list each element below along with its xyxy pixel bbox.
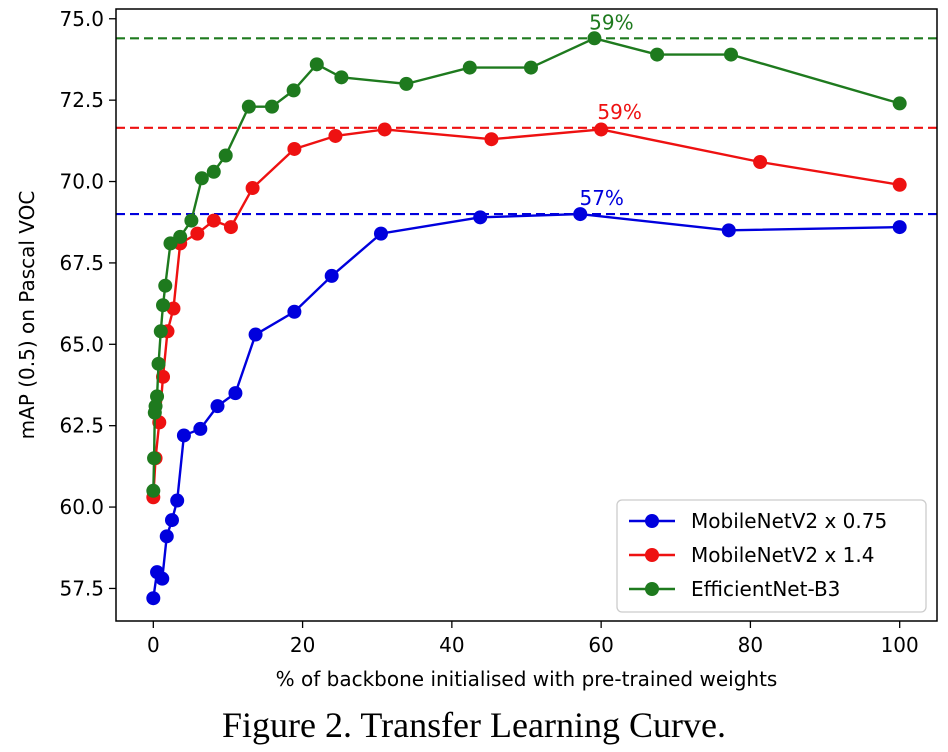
legend-entry-2: MobileNetV2 x 1.4 xyxy=(629,543,874,567)
data-point xyxy=(587,31,602,46)
best-value-annotation: 57% xyxy=(579,186,623,210)
y-tick-label: 72.5 xyxy=(59,88,104,112)
data-point xyxy=(573,207,588,222)
data-point xyxy=(223,220,238,235)
data-point xyxy=(892,220,907,235)
data-point xyxy=(155,571,170,586)
legend-label: EfficientNet-B3 xyxy=(691,577,840,601)
data-point xyxy=(150,389,165,404)
series-1: 57% xyxy=(116,186,937,606)
y-tick-label: 70.0 xyxy=(59,170,104,194)
transfer-learning-chart: 57% 59% 59% 0 20 40 60 80 100 57.5 60.0 62.5 65.0 67… xyxy=(15,7,938,691)
legend-entry-1: MobileNetV2 x 0.75 xyxy=(629,509,887,533)
x-tick-label: 100 xyxy=(881,633,919,657)
series-layer: 57% 59% 59% xyxy=(116,10,937,606)
data-point xyxy=(892,96,907,111)
data-point xyxy=(473,210,488,225)
data-point xyxy=(892,177,907,192)
legend-marker xyxy=(645,548,659,562)
data-point xyxy=(594,122,609,137)
axes-layer: 0 20 40 60 80 100 57.5 60.0 62.5 65.0 67.5 70.0 72.5… xyxy=(59,7,918,657)
data-point xyxy=(146,591,161,606)
data-point xyxy=(245,181,260,196)
data-point xyxy=(146,483,161,498)
series-line xyxy=(152,212,900,599)
x-tick-label: 40 xyxy=(439,633,464,657)
y-tick-label: 67.5 xyxy=(59,251,104,275)
data-point xyxy=(399,76,414,91)
data-point xyxy=(156,298,171,313)
data-point xyxy=(158,278,173,293)
data-point xyxy=(206,213,221,228)
data-point xyxy=(523,60,538,75)
series-line xyxy=(152,128,900,498)
series-3: 59% xyxy=(116,10,937,498)
x-tick-label: 60 xyxy=(588,633,613,657)
data-point xyxy=(328,128,343,143)
data-point xyxy=(287,141,302,156)
data-point xyxy=(484,132,499,147)
data-point xyxy=(721,223,736,238)
data-point xyxy=(324,268,339,283)
data-point xyxy=(173,229,188,244)
data-point xyxy=(377,122,392,137)
x-axis-label: % of backbone initialised with pre-train… xyxy=(276,667,778,691)
data-point xyxy=(147,451,162,466)
data-point xyxy=(151,356,166,371)
data-point xyxy=(153,324,168,339)
y-tick-label: 60.0 xyxy=(59,495,104,519)
data-point xyxy=(286,83,301,98)
data-point xyxy=(753,155,768,169)
data-point xyxy=(164,513,179,528)
data-point xyxy=(194,171,209,186)
data-point xyxy=(264,99,279,114)
best-value-annotation: 59% xyxy=(597,100,641,124)
series-2: 59% xyxy=(116,100,937,505)
y-axis-label: mAP (0.5) on Pascal VOC xyxy=(15,191,39,440)
data-point xyxy=(190,226,205,241)
best-value-annotation: 59% xyxy=(589,10,633,34)
legend: MobileNetV2 x 0.75 MobileNetV2 x 1.4 Effic… xyxy=(616,499,927,613)
legend-label: MobileNetV2 x 0.75 xyxy=(691,509,887,533)
data-point xyxy=(159,529,174,544)
data-point xyxy=(724,47,739,62)
x-tick-label: 80 xyxy=(738,633,763,657)
legend-marker xyxy=(645,582,659,596)
y-tick-label: 65.0 xyxy=(59,332,104,356)
y-tick-label: 57.5 xyxy=(59,576,104,600)
data-point xyxy=(650,47,665,62)
data-point xyxy=(309,57,324,72)
x-tick-label: 20 xyxy=(290,633,315,657)
legend-box xyxy=(616,499,927,613)
data-point xyxy=(334,70,349,85)
data-point xyxy=(241,99,256,114)
data-point xyxy=(218,148,233,163)
data-point xyxy=(184,213,199,228)
data-point xyxy=(228,386,243,401)
x-tick-label: 0 xyxy=(147,633,160,657)
legend-entry-3: EfficientNet-B3 xyxy=(629,577,840,601)
data-point xyxy=(170,493,185,508)
y-tick-label: 62.5 xyxy=(59,414,104,438)
data-point xyxy=(206,164,221,179)
data-point xyxy=(248,327,263,342)
figure-caption: Figure 2. Transfer Learning Curve. xyxy=(222,705,726,745)
legend-label: MobileNetV2 x 1.4 xyxy=(691,543,874,567)
data-point xyxy=(210,399,225,414)
data-point xyxy=(176,428,191,443)
data-point xyxy=(287,304,302,319)
data-point xyxy=(462,60,477,75)
y-tick-label: 75.0 xyxy=(59,7,104,31)
data-point xyxy=(156,369,171,384)
plot-area-frame xyxy=(115,8,938,622)
legend-marker xyxy=(645,514,659,528)
data-point xyxy=(193,421,208,436)
data-point xyxy=(373,226,388,241)
